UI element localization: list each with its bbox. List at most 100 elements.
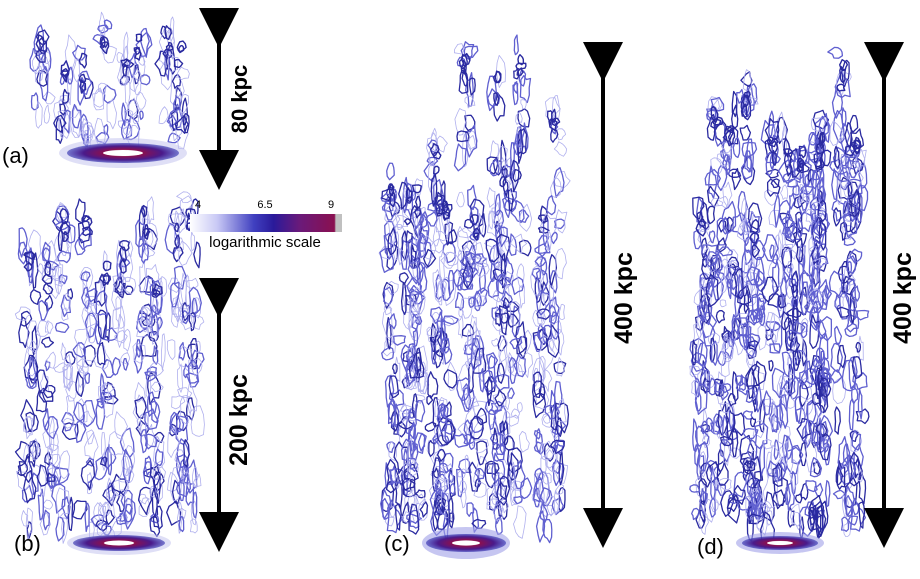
contour-line bbox=[35, 34, 45, 52]
contour-line bbox=[172, 245, 184, 263]
contour-line bbox=[785, 482, 795, 511]
contour-line bbox=[81, 118, 94, 139]
contour-line bbox=[125, 115, 141, 141]
contour-line bbox=[23, 250, 36, 260]
contour-line bbox=[530, 266, 544, 296]
contour-line bbox=[824, 480, 831, 508]
contour-line bbox=[766, 460, 778, 478]
contour-line bbox=[133, 345, 143, 374]
contour-line bbox=[419, 211, 428, 228]
contour-line bbox=[550, 231, 558, 245]
contour-line bbox=[405, 230, 413, 244]
contour-line bbox=[551, 108, 557, 123]
contour-line bbox=[513, 68, 520, 80]
contour-line bbox=[534, 367, 539, 387]
contour-line bbox=[465, 357, 478, 368]
contour-line bbox=[558, 452, 565, 486]
contour-line bbox=[699, 488, 707, 515]
contour-line bbox=[543, 442, 555, 462]
contour-line bbox=[511, 276, 525, 296]
contour-line bbox=[689, 484, 701, 493]
contour-line bbox=[520, 99, 527, 110]
contour-line bbox=[186, 459, 198, 494]
contour-line bbox=[798, 506, 813, 537]
contour-line bbox=[165, 44, 177, 75]
contour-line bbox=[112, 305, 126, 330]
contour-line bbox=[72, 342, 86, 358]
contour-line bbox=[745, 336, 756, 358]
contour-line bbox=[699, 311, 718, 339]
contour-line bbox=[744, 97, 759, 106]
contour-line bbox=[488, 210, 495, 230]
contour-line bbox=[836, 171, 842, 205]
contour-line bbox=[146, 230, 154, 248]
contour-line bbox=[101, 382, 115, 394]
contour-line bbox=[144, 433, 158, 450]
contour-line bbox=[832, 489, 846, 500]
contour-line bbox=[767, 258, 784, 288]
contour-line bbox=[726, 216, 734, 233]
contour-line bbox=[511, 408, 520, 419]
contour-line bbox=[158, 106, 169, 125]
contour-line bbox=[55, 117, 64, 144]
contour-line bbox=[813, 235, 822, 253]
contour-line bbox=[844, 322, 858, 338]
contour-line bbox=[41, 273, 53, 285]
contour-line bbox=[540, 257, 548, 276]
contour-line bbox=[152, 296, 159, 311]
contour-line bbox=[732, 137, 741, 159]
contour-line bbox=[506, 414, 520, 427]
contour-line bbox=[81, 399, 97, 428]
contour-line bbox=[442, 242, 456, 264]
contour-line bbox=[819, 414, 834, 445]
contour-line bbox=[720, 354, 730, 377]
contour-line bbox=[442, 452, 454, 474]
contour-line bbox=[458, 307, 464, 318]
contour-line bbox=[495, 273, 507, 295]
contour-line bbox=[407, 423, 416, 458]
contour-line bbox=[180, 313, 194, 331]
contour-line bbox=[23, 354, 39, 381]
contour-line bbox=[191, 297, 198, 315]
contour-line bbox=[817, 255, 828, 272]
contour-line bbox=[781, 351, 793, 378]
contour-line bbox=[135, 33, 143, 43]
contour-line bbox=[762, 390, 772, 416]
contour-line bbox=[494, 389, 507, 407]
contour-line bbox=[716, 153, 732, 168]
contour-line bbox=[771, 413, 779, 433]
contour-line bbox=[169, 411, 181, 434]
contour-line bbox=[716, 246, 733, 257]
contour-line bbox=[767, 140, 779, 154]
contour-line bbox=[38, 65, 49, 102]
contour-line bbox=[751, 244, 760, 258]
contour-line bbox=[393, 335, 406, 346]
contour-line bbox=[164, 50, 171, 81]
contour-line bbox=[689, 337, 704, 363]
contour-line bbox=[716, 460, 729, 486]
contour-line bbox=[724, 261, 733, 283]
contour-line bbox=[776, 296, 784, 312]
panel-label-a: (a) bbox=[2, 143, 29, 168]
contour-line bbox=[406, 276, 423, 296]
contour-line bbox=[87, 472, 93, 495]
contour-line bbox=[555, 417, 563, 437]
contour-line bbox=[44, 451, 52, 466]
contour-line bbox=[430, 465, 446, 485]
contour-line bbox=[392, 214, 409, 228]
contour-line bbox=[387, 227, 398, 256]
contour-line bbox=[442, 276, 456, 306]
contour-line bbox=[546, 230, 552, 252]
contour-line bbox=[139, 413, 146, 436]
contour-line bbox=[722, 415, 729, 447]
contour-line bbox=[801, 360, 814, 390]
contour-line bbox=[123, 45, 129, 79]
contour-line bbox=[121, 102, 127, 127]
contour-line bbox=[458, 315, 464, 339]
contour-line bbox=[464, 454, 470, 473]
contour-line bbox=[463, 45, 479, 58]
contour-line bbox=[717, 401, 730, 436]
contour-line bbox=[140, 429, 148, 454]
contour-line bbox=[513, 34, 519, 56]
contour-line bbox=[384, 462, 393, 489]
